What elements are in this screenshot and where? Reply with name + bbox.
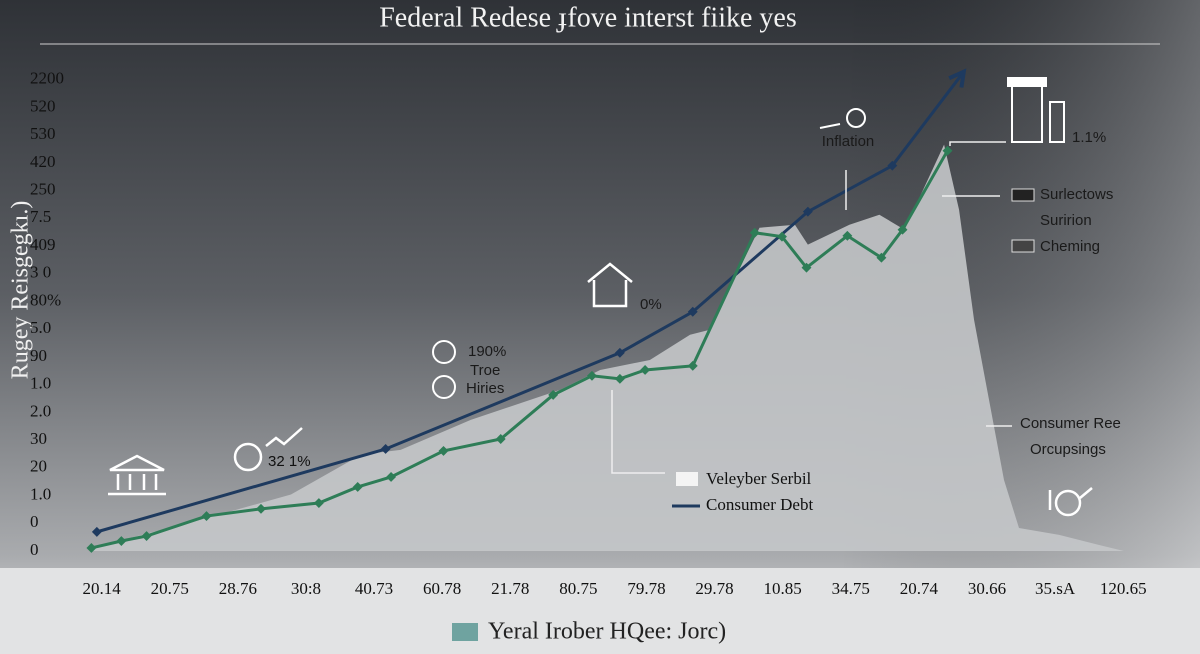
- y-tick-label: 250: [30, 180, 56, 199]
- point: [801, 262, 812, 273]
- point: [614, 347, 625, 358]
- point: [201, 511, 212, 522]
- y-tick-label: 7.5: [30, 207, 51, 226]
- y-tick-label: 20: [30, 457, 47, 476]
- point: [640, 365, 651, 375]
- x-tick-label: 34.75: [832, 579, 870, 598]
- piggy-icon: [1048, 487, 1093, 517]
- annotation: Orcupsings: [1030, 441, 1106, 458]
- point: [777, 231, 787, 242]
- bank-icon: [108, 454, 166, 496]
- annotation: Hiries: [466, 380, 504, 397]
- x-tick-label: 30.66: [968, 579, 1006, 598]
- chart-title: Federal Redese ɟfove interst fiike yes: [379, 2, 797, 33]
- plot-area: 0 0 1.0 20 30 2.0 1.0 90 5.0 80% 3 0 409 7.5 250 420 53…: [30, 68, 1147, 598]
- footer-band: [0, 568, 1200, 654]
- y-tick-label: 80%: [30, 290, 61, 309]
- y-tick-label: 3 0: [30, 263, 51, 282]
- point: [380, 444, 391, 454]
- people-icon: [432, 340, 456, 399]
- point: [887, 160, 898, 171]
- x-tick-label: 28.76: [219, 579, 257, 598]
- point: [116, 536, 127, 546]
- dollar-icon: [233, 427, 303, 472]
- point: [313, 498, 324, 508]
- annotation: 32 1%: [268, 453, 311, 470]
- x-tick-label: 60.78: [423, 579, 461, 598]
- x-tick-label: 29.78: [695, 579, 733, 598]
- annotation: Troe: [470, 362, 500, 379]
- point: [91, 526, 102, 537]
- y-tick-label: 530: [30, 124, 56, 143]
- y-tick-label: 520: [30, 96, 56, 115]
- x-tick-label: 35.sA: [1035, 579, 1076, 598]
- caption-swatch: [452, 623, 478, 641]
- building-icon: [1007, 77, 1065, 143]
- annotation-swatch: [1011, 239, 1035, 253]
- connector: [949, 141, 1006, 146]
- x-tick-label: 10.85: [764, 579, 802, 598]
- point: [842, 230, 853, 241]
- annotation-swatch: [1011, 188, 1035, 202]
- connector: [611, 390, 665, 474]
- point: [438, 445, 449, 456]
- annotation: Surlectows: [1040, 186, 1113, 203]
- x-tick-label: 20.74: [900, 579, 939, 598]
- annotation: Cheming: [1040, 238, 1100, 255]
- point: [942, 145, 953, 156]
- y-tick-label: 2.0: [30, 401, 51, 420]
- point: [802, 206, 813, 217]
- legend-label: Veleyber Serbil: [706, 469, 812, 488]
- point: [352, 482, 363, 492]
- annotation: Inflation: [822, 133, 875, 150]
- y-tick-label: 0: [30, 540, 39, 559]
- legend-label: Consumer Debt: [706, 495, 813, 514]
- y-tick-label: 5.0: [30, 318, 51, 337]
- point: [587, 370, 597, 381]
- annotation: 0%: [640, 296, 662, 313]
- point: [386, 472, 397, 482]
- point: [548, 389, 559, 400]
- point: [141, 531, 152, 541]
- x-tick-label: 79.78: [627, 579, 665, 598]
- x-tick-label: 21.78: [491, 579, 529, 598]
- x-tick-label: 40.73: [355, 579, 393, 598]
- point: [614, 373, 625, 384]
- annotation: 190%: [468, 343, 506, 360]
- bottom-caption: Yeral Irober HQee: Jorc): [488, 619, 726, 645]
- annotation: 1.1%: [1072, 129, 1106, 146]
- y-tick-label: 420: [30, 152, 56, 171]
- arrowhead: [948, 68, 967, 88]
- y-tick-label: 1.0: [30, 374, 51, 393]
- y-axis-label: Rugey Reisgegkı.): [8, 201, 34, 380]
- point: [495, 434, 506, 444]
- annotation: Suririon: [1040, 212, 1092, 229]
- point: [687, 360, 698, 371]
- x-tick-label: 80.75: [559, 579, 597, 598]
- point: [876, 252, 887, 263]
- y-tick-label: 0: [30, 512, 39, 531]
- y-tick-label: 1.0: [30, 484, 51, 503]
- x-tick-label: 20.75: [151, 579, 189, 598]
- y-tick-label: 30: [30, 429, 47, 448]
- point: [687, 306, 698, 317]
- annotation: Consumer Ree: [1020, 415, 1121, 432]
- y-tick-label: 90: [30, 346, 47, 365]
- y-tick-label: 2200: [30, 69, 64, 88]
- point: [86, 543, 97, 553]
- point: [749, 227, 760, 238]
- x-tick-label: 20.14: [82, 579, 121, 598]
- gear-icon: [819, 108, 866, 129]
- point: [897, 224, 908, 235]
- y-tick-label: 409: [30, 235, 56, 254]
- legend-swatch: [676, 472, 698, 486]
- x-tick-label: 120.65: [1100, 579, 1147, 598]
- x-tick-label: 30:8: [291, 579, 321, 598]
- line: [91, 149, 949, 550]
- house-icon: [587, 262, 633, 308]
